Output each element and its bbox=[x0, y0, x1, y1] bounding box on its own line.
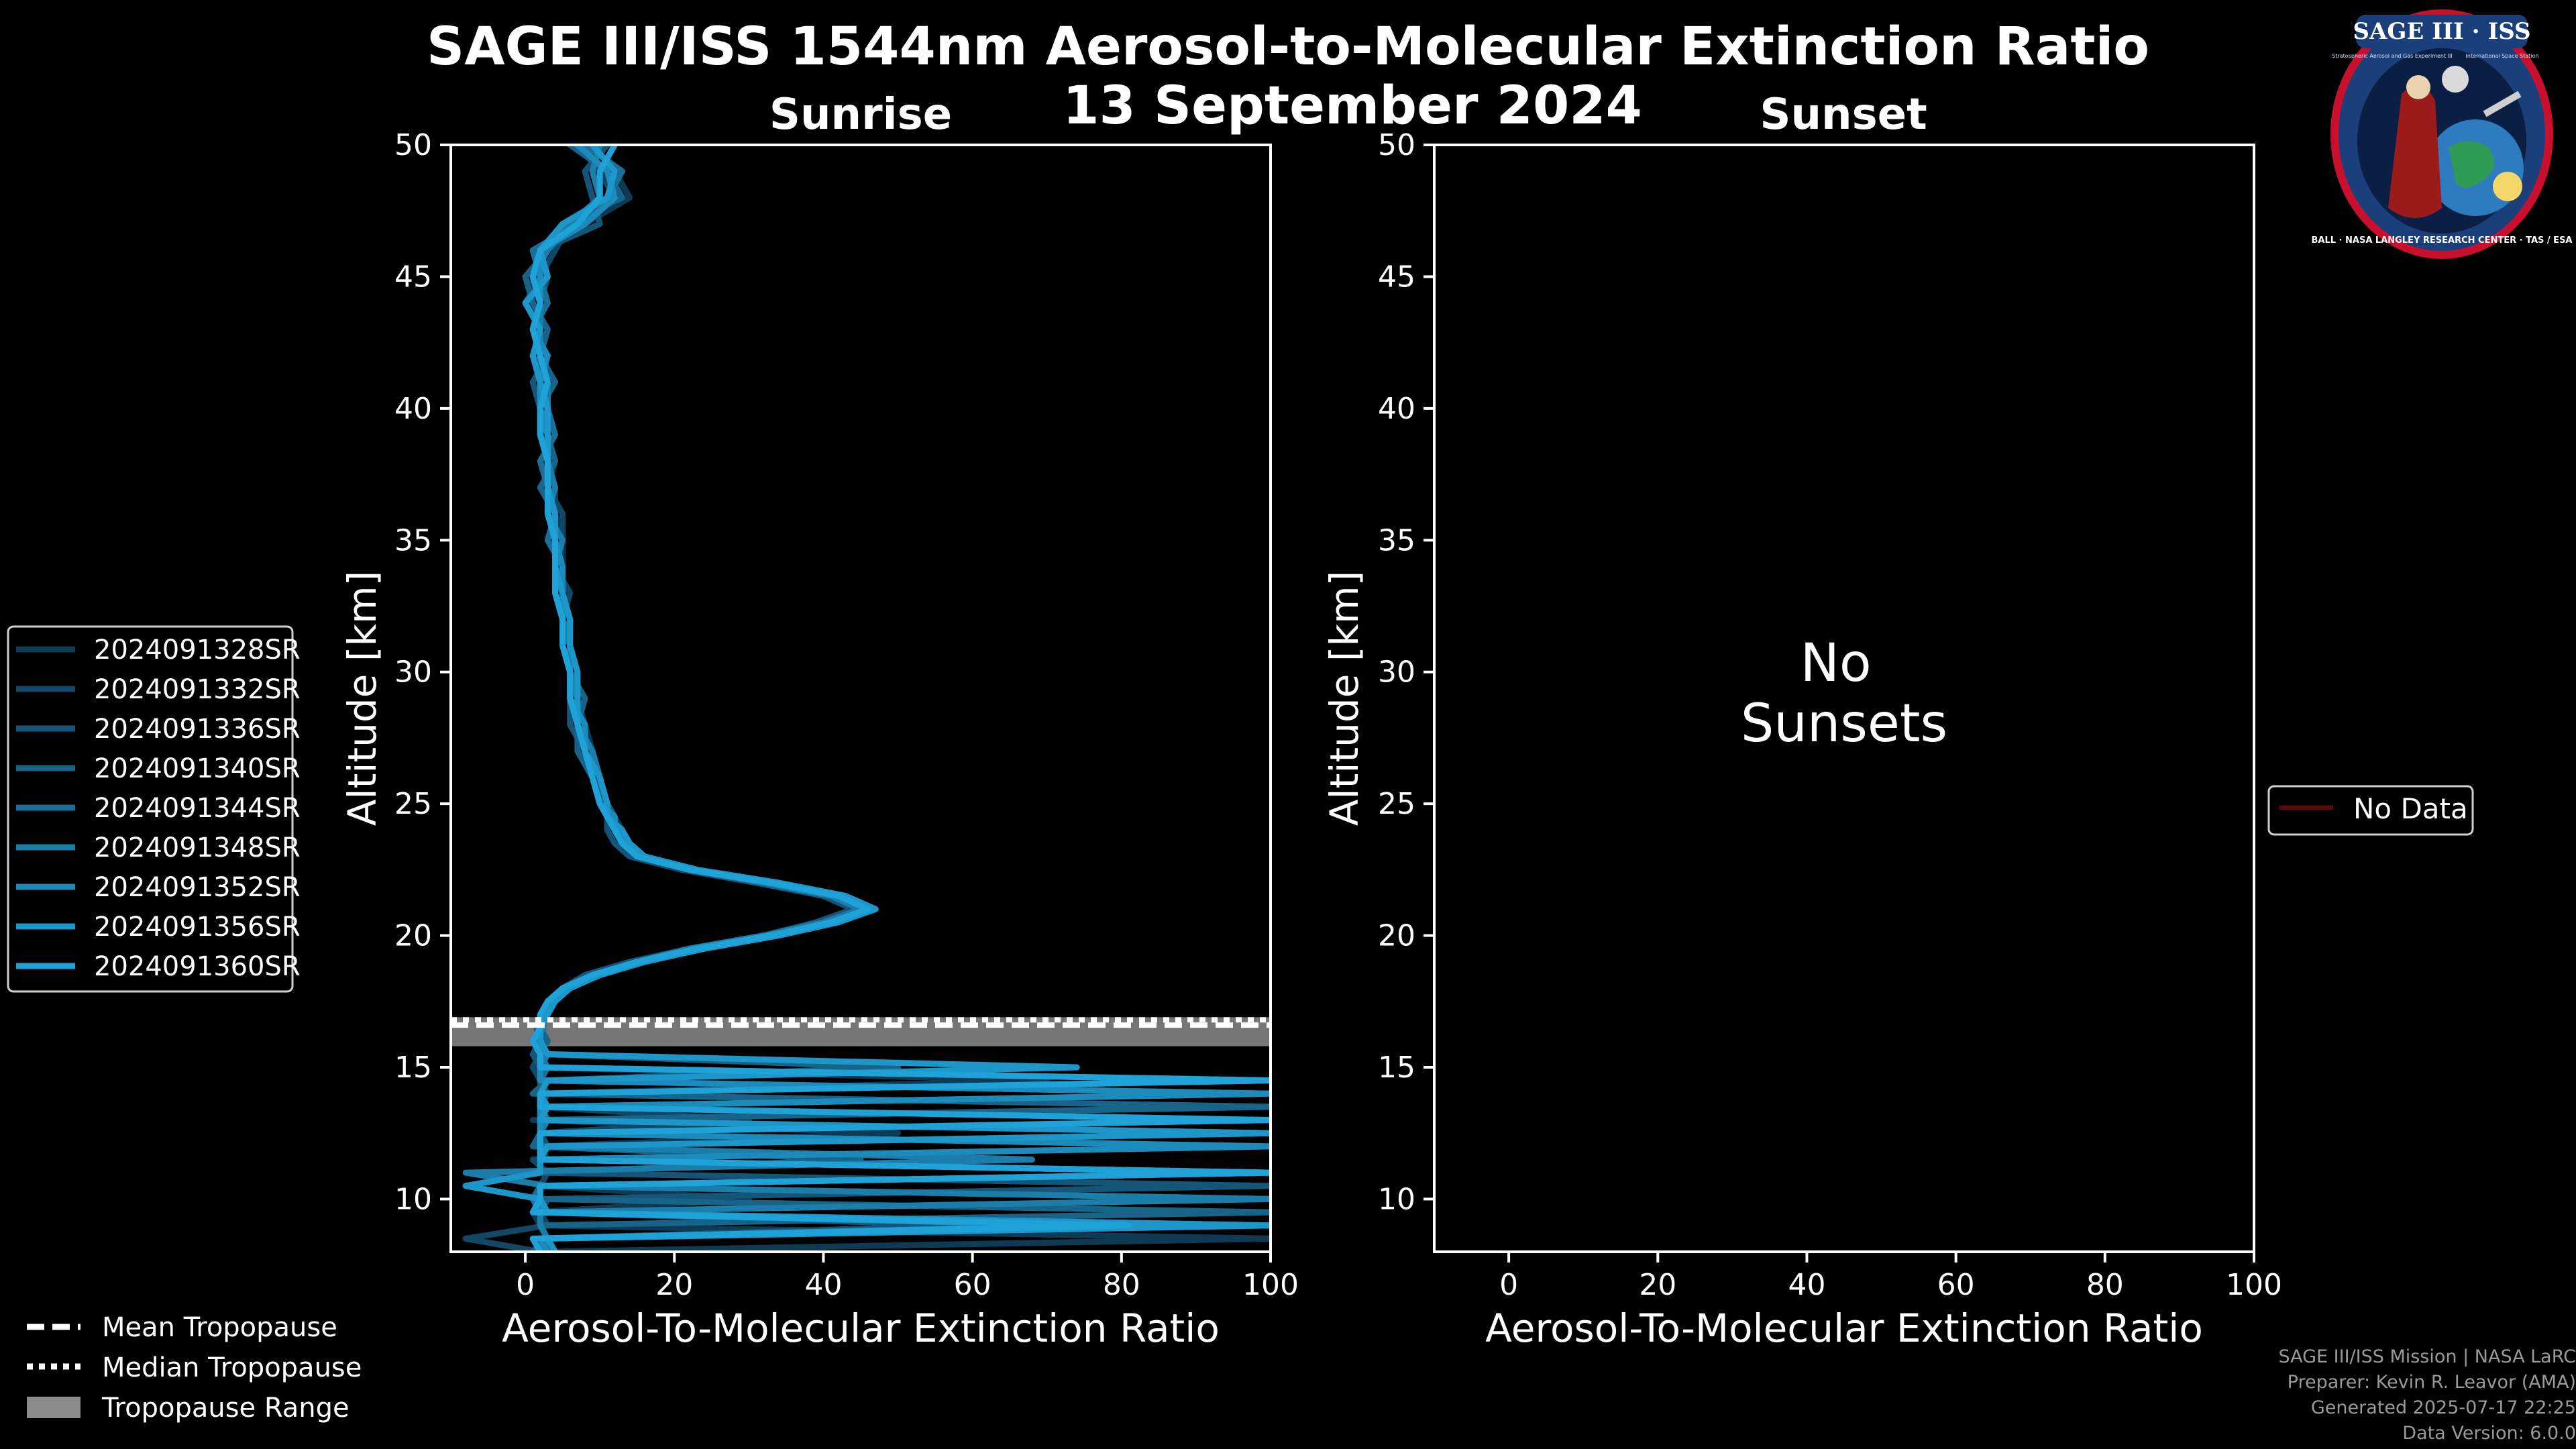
sunset-x-tick-label: 20 bbox=[1639, 1268, 1676, 1302]
sunrise-legend: 2024091328SR 2024091332SR 2024091336SR 2024… bbox=[7, 625, 301, 993]
logo-text: SAGE III · ISS bbox=[2353, 18, 2530, 45]
logo-subtitle-left: Stratospheric Aerosol and Gas Experiment… bbox=[2332, 53, 2452, 59]
logo-station bbox=[2483, 91, 2522, 117]
legend-label-2024091336SR: 2024091336SR bbox=[94, 714, 301, 745]
sunrise-y-tick-label: 10 bbox=[394, 1182, 432, 1216]
tropopause-range-legend-label: Tropopause Range bbox=[101, 1393, 350, 1424]
sunrise-y-tick-label: 20 bbox=[394, 919, 432, 953]
sunset-plot-frame bbox=[1433, 144, 2255, 1253]
sunset-y-axis-label: Altitude [km] bbox=[1322, 571, 1367, 826]
sunrise-y-axis-label: Altitude [km] bbox=[339, 571, 385, 826]
sunrise-y-tick-label: 25 bbox=[394, 787, 432, 821]
sunset-x-tick-label: 60 bbox=[1937, 1268, 1975, 1302]
sunset-x-tick-label: 100 bbox=[2226, 1268, 2282, 1302]
sage-iss-logo: SAGE III · ISS Stratospheric Aerosol and… bbox=[2311, 9, 2573, 259]
sunset-x-tick-label: 80 bbox=[2086, 1268, 2124, 1302]
sunrise-x-tick-label: 60 bbox=[954, 1268, 991, 1302]
median-tropopause-legend-label: Median Tropopause bbox=[102, 1352, 362, 1383]
sunrise-plot: 0 20 40 60 80 100 10 15 20 25 30 35 40 45 50 Aerosol-T… bbox=[339, 128, 1299, 1351]
sunset-y-tick-label: 10 bbox=[1378, 1182, 1415, 1216]
no-data-legend-label: No Data bbox=[2353, 792, 2468, 825]
sunrise-y-tick-label: 15 bbox=[394, 1051, 432, 1085]
sunset-x-tick-label: 0 bbox=[1499, 1268, 1518, 1302]
sunrise-legend-frame bbox=[7, 625, 294, 993]
sunset-x-axis-label: Aerosol-To-Molecular Extinction Ratio bbox=[1485, 1305, 2203, 1351]
logo-astronomer-head bbox=[2406, 75, 2430, 99]
sunset-plot: 0 20 40 60 80 100 10 15 20 25 30 35 40 45 50 Aerosol-T… bbox=[1322, 128, 2282, 1351]
sunset-y-tick-label: 30 bbox=[1378, 655, 1415, 690]
series-line-2024091360SR bbox=[529, 145, 1271, 1252]
sunset-legend-frame bbox=[2267, 785, 2474, 836]
sunset-y-tick-label: 15 bbox=[1378, 1051, 1415, 1085]
sunrise-y-tick-label: 45 bbox=[394, 260, 432, 294]
sunset-y-tick-label: 35 bbox=[1378, 523, 1415, 557]
logo-banner bbox=[2356, 15, 2528, 48]
legend-label-2024091328SR: 2024091328SR bbox=[94, 635, 301, 665]
sunset-y-tick-label: 25 bbox=[1378, 787, 1415, 821]
no-sunsets-annotation: No Sunsets bbox=[1741, 633, 1947, 754]
footer-preparer: Preparer: Kevin R. Leavor (AMA) bbox=[2287, 1372, 2576, 1393]
sunrise-y-tick-label: 40 bbox=[394, 392, 432, 426]
logo-sun bbox=[2493, 172, 2522, 201]
sunset-legend: No Data bbox=[2267, 785, 2474, 836]
sunrise-y-tick-label: 50 bbox=[394, 128, 432, 162]
logo-subtitle-right: International Space Station bbox=[2466, 53, 2539, 59]
legend-label-2024091332SR: 2024091332SR bbox=[94, 674, 301, 705]
sunrise-y-tick-label: 35 bbox=[394, 523, 432, 557]
legend-label-2024091344SR: 2024091344SR bbox=[94, 793, 301, 824]
sunset-plot-area bbox=[1434, 145, 2254, 1252]
legend-label-2024091356SR: 2024091356SR bbox=[94, 912, 301, 943]
sunrise-x-tick-label: 80 bbox=[1103, 1268, 1140, 1302]
logo-astronomer-figure bbox=[2388, 85, 2442, 218]
figure-title: SAGE III/ISS 1544nm Aerosol-to-Molecular… bbox=[427, 17, 2149, 77]
tropopause-legend: Mean Tropopause Median Tropopause Tropop… bbox=[27, 1312, 362, 1424]
footer-credits: SAGE III/ISS Mission | NASA LaRC Prepare… bbox=[1771, 1344, 2576, 1446]
legend-label-2024091348SR: 2024091348SR bbox=[94, 833, 301, 863]
sunrise-x-tick-label: 20 bbox=[655, 1268, 693, 1302]
mean-tropopause-legend-label: Mean Tropopause bbox=[102, 1312, 337, 1343]
sunrise-y-tick-label: 30 bbox=[394, 655, 432, 690]
footer-mission: SAGE III/ISS Mission | NASA LaRC bbox=[2278, 1346, 2576, 1367]
footer-data-version: Data Version: 6.0.0 bbox=[2402, 1423, 2576, 1444]
logo-continent bbox=[2449, 141, 2494, 188]
sunrise-x-tick-label: 40 bbox=[804, 1268, 842, 1302]
tropopause-range-legend-swatch bbox=[27, 1397, 80, 1418]
sunrise-x-axis-label: Aerosol-To-Molecular Extinction Ratio bbox=[502, 1305, 1220, 1351]
footer-generated: Generated 2025-07-17 22:25 bbox=[2310, 1397, 2576, 1418]
sunset-y-tick-label: 20 bbox=[1378, 919, 1415, 953]
logo-moon bbox=[2442, 66, 2469, 93]
figure-date: 13 September 2024 bbox=[1063, 76, 1642, 136]
sunset-panel-title: Sunset bbox=[1760, 90, 1927, 140]
sunrise-plot-frame bbox=[449, 144, 1272, 1253]
sunset-y-tick-label: 40 bbox=[1378, 392, 1415, 426]
sunrise-x-tick-label: 100 bbox=[1242, 1268, 1299, 1302]
logo-ring-text: BALL · NASA LANGLEY RESEARCH CENTER · TA… bbox=[2311, 235, 2572, 246]
sunset-y-tick-label: 45 bbox=[1378, 260, 1415, 294]
sunset-y-tick-label: 50 bbox=[1378, 128, 1415, 162]
legend-label-2024091360SR: 2024091360SR bbox=[94, 951, 301, 982]
legend-label-2024091352SR: 2024091352SR bbox=[94, 872, 301, 903]
sunrise-x-tick-label: 0 bbox=[516, 1268, 535, 1302]
sunrise-panel-title: Sunrise bbox=[769, 90, 952, 140]
legend-label-2024091340SR: 2024091340SR bbox=[94, 753, 301, 784]
sunset-x-tick-label: 40 bbox=[1788, 1268, 1825, 1302]
